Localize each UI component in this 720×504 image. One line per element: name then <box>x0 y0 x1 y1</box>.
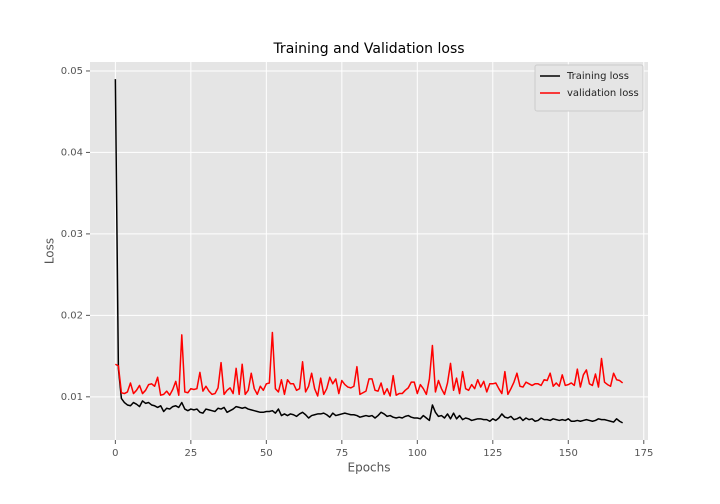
x-axis-label: Epochs <box>348 461 391 475</box>
y-tick-label: 0.01 <box>61 392 83 403</box>
y-tick-label: 0.04 <box>61 147 83 158</box>
y-tick-label: 0.03 <box>61 229 83 240</box>
series-line <box>115 331 624 397</box>
x-tick-label: 50 <box>260 448 273 459</box>
legend-label: validation loss <box>567 88 639 99</box>
y-tick-label: 0.02 <box>61 310 83 321</box>
x-tick-label: 25 <box>184 448 197 459</box>
x-tick-label: 175 <box>634 448 653 459</box>
series-line <box>114 79 623 424</box>
y-axis-label: Loss <box>43 238 57 264</box>
y-tick-label: 0.05 <box>61 66 83 77</box>
x-tick-label: 100 <box>408 448 427 459</box>
legend-box <box>534 64 644 112</box>
plot-background <box>90 62 648 440</box>
x-tick-label: 0 <box>112 448 118 459</box>
legend-label: Training loss <box>566 71 629 82</box>
x-tick-label: 125 <box>483 448 502 459</box>
x-tick-label: 150 <box>559 448 578 459</box>
legend: Training loss validation loss <box>534 64 644 112</box>
x-tick-label: 75 <box>335 448 348 459</box>
chart-title: Training and Validation loss <box>272 41 464 57</box>
